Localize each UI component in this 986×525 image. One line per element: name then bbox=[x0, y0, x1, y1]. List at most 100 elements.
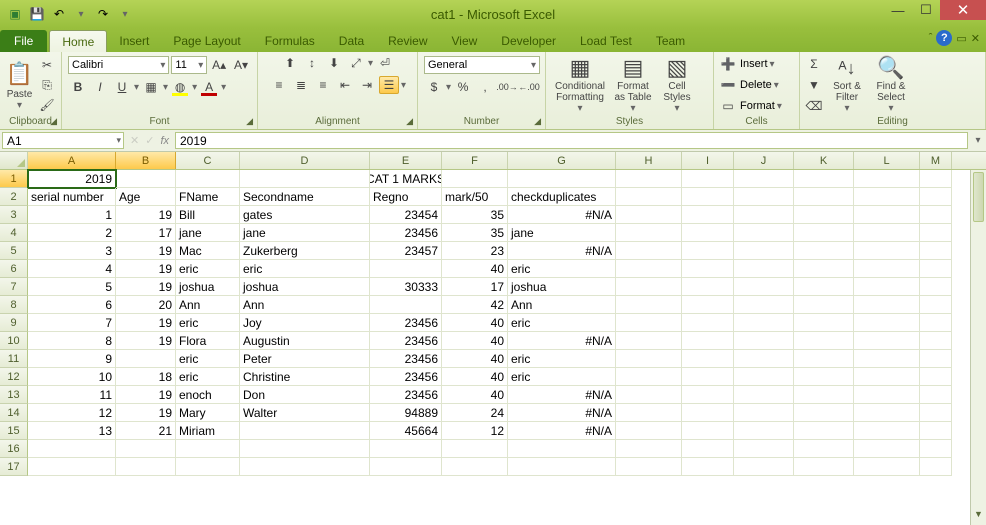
cell[interactable]: 94889 bbox=[370, 404, 442, 422]
cell[interactable] bbox=[794, 368, 854, 386]
cell[interactable]: 11 bbox=[28, 386, 116, 404]
cell[interactable]: 2 bbox=[28, 224, 116, 242]
cell[interactable]: eric bbox=[176, 368, 240, 386]
cell[interactable]: FName bbox=[176, 188, 240, 206]
cell[interactable]: 4 bbox=[28, 260, 116, 278]
cell[interactable] bbox=[616, 170, 682, 188]
cell[interactable] bbox=[734, 368, 794, 386]
border-button[interactable]: ▦ bbox=[141, 78, 161, 96]
cell[interactable] bbox=[734, 242, 794, 260]
cell[interactable]: 12 bbox=[28, 404, 116, 422]
row-header[interactable]: 7 bbox=[0, 278, 28, 296]
cell[interactable]: serial number bbox=[28, 188, 116, 206]
cell[interactable] bbox=[682, 350, 734, 368]
cell[interactable]: Miriam bbox=[176, 422, 240, 440]
cell[interactable]: eric bbox=[176, 260, 240, 278]
cell[interactable] bbox=[734, 206, 794, 224]
shrink-font-icon[interactable]: A▾ bbox=[231, 56, 251, 74]
cell[interactable]: 23456 bbox=[370, 314, 442, 332]
tab-home[interactable]: Home bbox=[49, 30, 107, 52]
cell[interactable] bbox=[920, 422, 952, 440]
worksheet-grid[interactable]: ABCDEFGHIJKLM 12019CAT 1 MARKS2serial nu… bbox=[0, 152, 986, 525]
border-dropdown-icon[interactable]: ▾ bbox=[163, 82, 168, 93]
cell[interactable]: 40 bbox=[442, 332, 508, 350]
cell[interactable]: 23454 bbox=[370, 206, 442, 224]
cell[interactable] bbox=[370, 458, 442, 476]
cell[interactable]: 40 bbox=[442, 350, 508, 368]
cell[interactable] bbox=[734, 188, 794, 206]
cell[interactable]: #N/A bbox=[508, 206, 616, 224]
number-format-select[interactable]: General▾ bbox=[424, 56, 540, 74]
cell[interactable]: eric bbox=[240, 260, 370, 278]
cell[interactable]: joshua bbox=[508, 278, 616, 296]
cell[interactable] bbox=[682, 188, 734, 206]
cell[interactable]: enoch bbox=[176, 386, 240, 404]
column-header-B[interactable]: B bbox=[116, 152, 176, 169]
cell[interactable] bbox=[920, 440, 952, 458]
cell[interactable]: Walter bbox=[240, 404, 370, 422]
column-header-D[interactable]: D bbox=[240, 152, 370, 169]
cell[interactable] bbox=[794, 170, 854, 188]
cell[interactable] bbox=[508, 170, 616, 188]
cell[interactable]: Mary bbox=[176, 404, 240, 422]
cell[interactable] bbox=[734, 224, 794, 242]
cell[interactable] bbox=[734, 260, 794, 278]
cell[interactable] bbox=[370, 296, 442, 314]
cell[interactable]: joshua bbox=[176, 278, 240, 296]
cell[interactable]: #N/A bbox=[508, 242, 616, 260]
cell[interactable] bbox=[176, 458, 240, 476]
cell[interactable] bbox=[854, 278, 920, 296]
undo-dropdown-icon[interactable]: ▾ bbox=[72, 5, 90, 23]
cell-styles-button[interactable]: ▧Cell Styles▾ bbox=[656, 56, 698, 114]
cell[interactable]: 40 bbox=[442, 386, 508, 404]
format-as-table-button[interactable]: ▤Format as Table▾ bbox=[612, 56, 654, 114]
cell[interactable] bbox=[854, 314, 920, 332]
accounting-dropdown-icon[interactable]: ▾ bbox=[446, 82, 451, 93]
cell[interactable]: 35 bbox=[442, 224, 508, 242]
cell[interactable] bbox=[854, 224, 920, 242]
cancel-formula-icon[interactable]: ✕ bbox=[130, 134, 139, 147]
window-restore-icon[interactable]: ▭ bbox=[956, 32, 966, 45]
cell[interactable]: Peter bbox=[240, 350, 370, 368]
cell[interactable] bbox=[116, 170, 176, 188]
cell[interactable]: mark/50 bbox=[442, 188, 508, 206]
cell[interactable] bbox=[794, 404, 854, 422]
tab-view[interactable]: View bbox=[440, 30, 490, 52]
cell[interactable] bbox=[734, 350, 794, 368]
cell[interactable] bbox=[682, 170, 734, 188]
cell[interactable] bbox=[920, 332, 952, 350]
cell[interactable]: 13 bbox=[28, 422, 116, 440]
cell[interactable] bbox=[682, 260, 734, 278]
cell[interactable] bbox=[920, 170, 952, 188]
cell[interactable] bbox=[616, 386, 682, 404]
cell[interactable]: #N/A bbox=[508, 332, 616, 350]
cell[interactable]: 20 bbox=[116, 296, 176, 314]
cell[interactable] bbox=[116, 350, 176, 368]
cell[interactable] bbox=[616, 224, 682, 242]
cell[interactable]: 30333 bbox=[370, 278, 442, 296]
percent-format-icon[interactable]: % bbox=[453, 78, 473, 96]
cell[interactable] bbox=[682, 422, 734, 440]
find-select-button[interactable]: 🔍Find & Select▾ bbox=[870, 56, 912, 114]
cell[interactable]: CAT 1 MARKS bbox=[370, 170, 442, 188]
align-top-icon[interactable]: ⬆ bbox=[280, 54, 300, 72]
column-header-K[interactable]: K bbox=[794, 152, 854, 169]
cell[interactable]: jane bbox=[176, 224, 240, 242]
cell[interactable]: 23456 bbox=[370, 224, 442, 242]
cell[interactable] bbox=[682, 278, 734, 296]
tab-load-test[interactable]: Load Test bbox=[568, 30, 644, 52]
cell[interactable]: Secondname bbox=[240, 188, 370, 206]
cell[interactable]: Bill bbox=[176, 206, 240, 224]
cell[interactable] bbox=[920, 314, 952, 332]
cell[interactable] bbox=[854, 296, 920, 314]
cell[interactable] bbox=[794, 260, 854, 278]
minimize-button[interactable]: — bbox=[884, 0, 912, 20]
cell[interactable] bbox=[854, 260, 920, 278]
paste-button[interactable]: 📋 Paste ▾ bbox=[4, 56, 35, 114]
cell[interactable]: 8 bbox=[28, 332, 116, 350]
minimize-ribbon-icon[interactable]: ˆ bbox=[929, 32, 933, 44]
align-right-icon[interactable]: ≡ bbox=[313, 76, 333, 94]
cell[interactable]: eric bbox=[176, 314, 240, 332]
cell[interactable]: 19 bbox=[116, 206, 176, 224]
tab-review[interactable]: Review bbox=[376, 30, 439, 52]
